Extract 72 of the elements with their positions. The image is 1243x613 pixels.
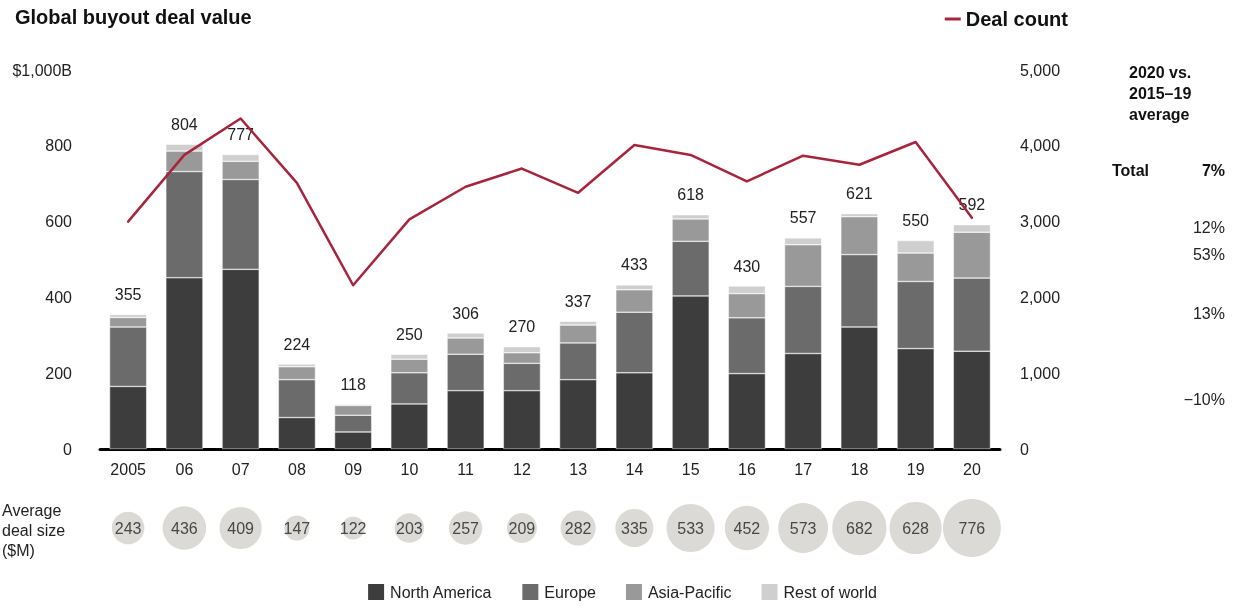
x-tick-label: 16: [737, 460, 756, 478]
x-tick-label: 2005: [110, 460, 147, 478]
x-tick-label: 20: [962, 460, 981, 478]
y-tick-label: 0: [63, 440, 73, 458]
total-label: 306: [452, 304, 480, 322]
total-label: 804: [171, 115, 198, 133]
legend-label: Deal count: [965, 8, 1069, 30]
legend-label: Asia-Pacific: [647, 583, 732, 601]
data-label: 533: [677, 519, 705, 537]
x-tick-label: 19: [906, 460, 925, 478]
y-tick-label: 800: [45, 137, 73, 155]
total-label: 270: [508, 318, 536, 336]
y2-tick-label: 1,000: [1020, 364, 1061, 382]
x-tick-label: 13: [569, 460, 588, 478]
data-label: 243: [114, 519, 142, 537]
text: Average deal size ($M): [2, 501, 70, 559]
total-label: 337: [564, 292, 592, 310]
data-label: 682: [846, 519, 873, 537]
total-label: 355: [114, 285, 142, 303]
x-tick-label: 11: [457, 460, 475, 478]
text: 12%: [1192, 218, 1225, 236]
text: 7%: [1201, 161, 1225, 179]
data-label: 776: [958, 519, 986, 537]
data-label: 436: [171, 519, 198, 537]
total-label: 433: [621, 256, 648, 274]
y-tick-label: 600: [45, 213, 73, 231]
text: 2020 vs. 2015–19 average: [1129, 64, 1196, 123]
x-tick-label: 10: [400, 460, 419, 478]
text: −10%: [1183, 390, 1225, 408]
y2-tick-label: 5,000: [1020, 61, 1061, 79]
total-label: 618: [677, 186, 705, 204]
y-tick-label: $1,000B: [12, 61, 72, 79]
text: 53%: [1192, 245, 1225, 263]
x-tick-label: 17: [794, 460, 813, 478]
total-label: 250: [396, 325, 423, 343]
y-tick-label: 200: [45, 364, 73, 382]
x-tick-label: 14: [625, 460, 644, 478]
data-label: 452: [733, 519, 761, 537]
total-label: 118: [340, 375, 366, 393]
x-tick-label: 07: [231, 460, 250, 478]
data-label: 282: [564, 519, 592, 537]
data-label: 335: [621, 519, 648, 537]
data-label: 257: [452, 519, 480, 537]
chart-title: Global buyout deal value: [15, 6, 252, 28]
x-tick-label: 18: [850, 460, 869, 478]
data-label: 147: [283, 519, 311, 537]
data-label: 573: [789, 519, 817, 537]
total-label: 430: [733, 257, 761, 275]
data-label: 209: [508, 519, 536, 537]
legend-label: Rest of world: [783, 583, 877, 601]
data-label: 203: [396, 519, 423, 537]
y2-tick-label: 4,000: [1020, 137, 1061, 155]
total-label: 621: [846, 185, 873, 203]
legend-label: Europe: [544, 583, 597, 601]
y2-tick-label: 0: [1020, 440, 1029, 458]
legend-label: North America: [390, 583, 492, 601]
total-label: 224: [283, 335, 311, 353]
x-tick-label: 06: [175, 460, 194, 478]
x-tick-label: 12: [512, 460, 531, 478]
total-label: 550: [902, 212, 930, 230]
x-tick-label: 15: [681, 460, 700, 478]
y2-tick-label: 2,000: [1020, 288, 1061, 306]
total-label: 557: [789, 209, 817, 227]
data-label: 628: [902, 519, 930, 537]
y-tick-label: 400: [45, 288, 73, 306]
data-label: 409: [227, 519, 255, 537]
y2-tick-label: 3,000: [1020, 213, 1061, 231]
text: Total: [1112, 161, 1150, 179]
x-tick-label: 09: [344, 460, 363, 478]
data-label: 122: [339, 519, 367, 537]
text: 13%: [1192, 305, 1225, 323]
x-tick-label: 08: [287, 460, 306, 478]
